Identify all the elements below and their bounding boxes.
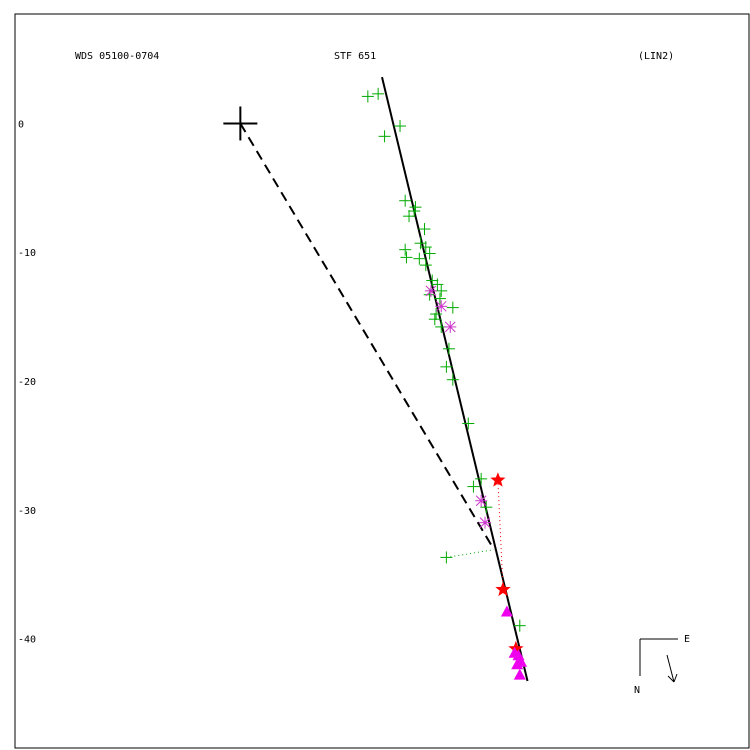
plus-point — [431, 278, 444, 291]
plus-point — [413, 252, 426, 265]
plus-point — [372, 87, 385, 100]
plus-point — [419, 241, 432, 254]
motion-arrow-icon — [666, 654, 678, 683]
asterisk-point — [479, 516, 492, 529]
header-orbit-flag: (LIN2) — [638, 51, 674, 62]
data-points — [223, 87, 528, 680]
plus-point — [419, 259, 432, 272]
plus-point — [440, 551, 453, 564]
plus-point — [440, 360, 453, 373]
triangle-point — [513, 668, 526, 680]
plus-point — [394, 120, 407, 133]
plus-point — [400, 251, 413, 264]
plus-point — [433, 292, 446, 305]
fit-lines — [239, 76, 529, 682]
plus-point — [446, 373, 459, 386]
header-discoverer-code: STF 651 — [334, 51, 376, 62]
triangle-point — [500, 605, 513, 617]
plus-point — [480, 501, 493, 514]
dashed-projection-line — [239, 122, 495, 551]
plot-frame — [14, 13, 750, 749]
compass-east-label: E — [684, 634, 690, 645]
plus-point — [475, 472, 488, 485]
y-tick-label: -40 — [18, 635, 36, 646]
triangle-point — [511, 658, 524, 670]
plus-point — [513, 619, 526, 632]
star-point — [508, 640, 524, 656]
plus-point — [428, 313, 441, 326]
plus-point — [442, 342, 455, 355]
header-wds-id: WDS 05100-0704 — [75, 51, 159, 62]
asterisk-point — [424, 284, 437, 297]
star-point — [495, 581, 511, 597]
plus-point — [418, 223, 431, 236]
plus-point — [399, 194, 412, 207]
plus-point — [403, 210, 416, 223]
plus-point — [467, 480, 480, 493]
asterisk-point — [435, 300, 448, 313]
primary-star-marker — [223, 106, 258, 141]
star-point — [490, 472, 506, 487]
plus-point — [408, 205, 421, 218]
linear-fit-line — [381, 76, 529, 682]
plus-point — [435, 284, 448, 297]
y-axis-ticks: 0 -10 -20 -30 -40 — [18, 119, 36, 645]
asterisk-point — [444, 320, 457, 333]
plus-point — [361, 90, 374, 103]
y-tick-label: 0 — [18, 119, 24, 130]
plus-point — [446, 301, 459, 314]
residual-link — [446, 549, 495, 558]
y-tick-label: -30 — [18, 506, 36, 517]
plus-point — [399, 243, 412, 256]
compass: E N — [634, 634, 690, 696]
y-tick-label: -10 — [18, 248, 36, 259]
plus-point — [462, 417, 475, 430]
asterisk-point — [475, 494, 488, 507]
compass-north-label: N — [634, 685, 640, 696]
plus-point — [423, 247, 436, 260]
plus-point — [378, 130, 391, 143]
plus-point — [430, 308, 443, 321]
y-tick-label: -20 — [18, 377, 36, 388]
